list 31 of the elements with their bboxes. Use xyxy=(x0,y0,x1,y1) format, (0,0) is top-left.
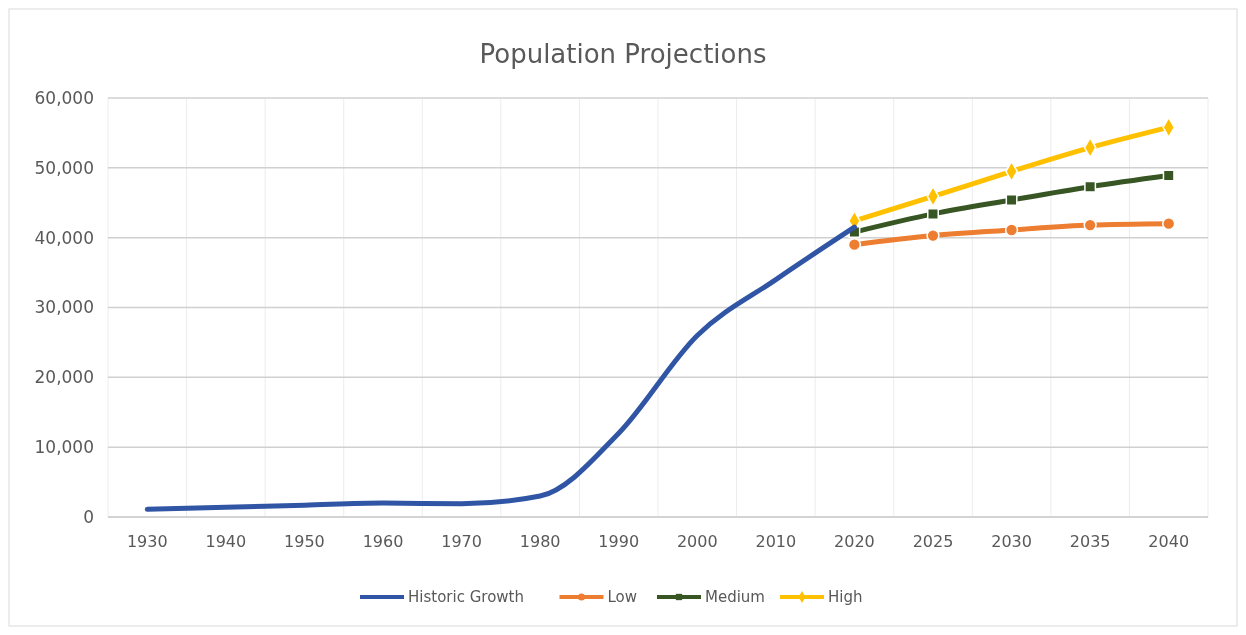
x-tick-label: 1940 xyxy=(205,532,247,551)
point xyxy=(847,237,862,252)
chart-title: Population Projections xyxy=(479,39,767,69)
x-tick-label: 2010 xyxy=(755,532,797,551)
x-tick-label: 2040 xyxy=(1148,532,1190,551)
legend-label: Low xyxy=(607,588,638,607)
y-tick-label: 40,000 xyxy=(34,227,94,248)
y-tick-label: 50,000 xyxy=(34,157,94,178)
x-tick-label: 1960 xyxy=(362,532,404,551)
x-tick-label: 1950 xyxy=(284,532,325,551)
x-tick-label: 1970 xyxy=(441,532,482,551)
y-tick-label: 60,000 xyxy=(34,87,94,108)
x-tick-label: 1980 xyxy=(519,532,561,551)
y-tick-label: 10,000 xyxy=(34,437,94,458)
point xyxy=(1083,218,1097,232)
x-tick-label: 2020 xyxy=(834,532,875,551)
y-tick-label: 20,000 xyxy=(34,367,94,388)
x-tick-label: 2035 xyxy=(1069,532,1111,551)
point xyxy=(1162,217,1176,231)
point xyxy=(1004,223,1019,237)
x-tick-label: 1930 xyxy=(126,532,168,551)
legend-label: High xyxy=(828,588,863,607)
y-tick-label: 30,000 xyxy=(34,297,94,318)
point xyxy=(926,228,940,243)
x-tick-label: 2025 xyxy=(912,532,954,551)
y-tick-label: 0 xyxy=(83,506,94,527)
x-tick-label: 1990 xyxy=(598,532,640,551)
legend-label: Medium xyxy=(705,588,765,607)
x-tick-label: 2030 xyxy=(991,532,1032,551)
x-tick-label: 2000 xyxy=(676,532,718,551)
legend-label: Historic Growth xyxy=(408,588,524,607)
